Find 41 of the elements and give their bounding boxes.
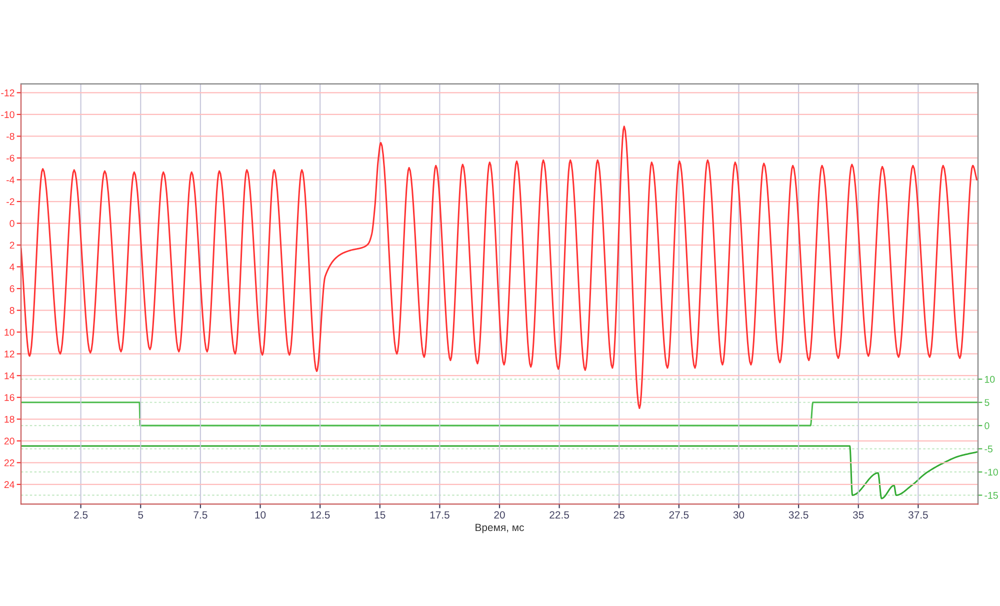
y2-tick-label: -15 [984, 492, 998, 499]
y-tick-label: 22 [4, 459, 14, 466]
y-tick-label: 2 [10, 242, 14, 249]
y-tick-label: -6 [6, 154, 14, 162]
y2-tick-label: 0 [984, 422, 990, 430]
x-tick-label: 25 [614, 511, 624, 519]
x-tick-label: 32.5 [788, 511, 808, 519]
x-tick-label: 12.5 [310, 511, 330, 519]
x-tick-label: 30 [733, 511, 744, 519]
x-tick-label: 20 [494, 511, 505, 519]
y-tick-label: 10 [4, 328, 14, 336]
y-tick-label: 18 [4, 416, 14, 423]
y2-tick-label: 10 [984, 376, 995, 383]
y2-tick-label: 5 [984, 399, 990, 406]
y2-tick-label: -10 [984, 468, 998, 476]
x-tick-label: 7.5 [194, 511, 208, 519]
x-tick-label: 15 [374, 511, 386, 519]
y-tick-label: 0 [10, 220, 14, 227]
x-axis-title: Время, мс [476, 524, 524, 534]
y-tick-label: -10 [1, 111, 14, 118]
y-tick-label: -12 [1, 89, 14, 96]
y-tick-label: 20 [4, 438, 14, 445]
x-tick-label: 27.5 [669, 511, 689, 519]
x-tick-label: 2.5 [74, 511, 88, 519]
y-tick-label: -2 [6, 198, 14, 206]
x-tick-label: 22.5 [550, 511, 570, 519]
y-tick-label: -8 [6, 132, 14, 140]
y-tick-label: 6 [10, 285, 14, 292]
x-tick-label: 10 [255, 511, 266, 519]
y2-tick-label: -5 [984, 446, 992, 452]
y-tick-label: 4 [10, 264, 14, 270]
x-tick-label: 35 [852, 511, 864, 519]
y-tick-label: -4 [6, 176, 14, 184]
y-tick-label: 16 [4, 394, 14, 401]
x-tick-label: 37.5 [908, 511, 928, 519]
y-tick-label: 14 [4, 372, 14, 380]
y-tick-label: 8 [10, 307, 14, 314]
y-tick-label: 12 [4, 350, 14, 358]
y-tick-label: 24 [4, 481, 14, 488]
x-tick-label: 5 [138, 511, 144, 519]
x-tick-label: 17.5 [430, 511, 450, 519]
